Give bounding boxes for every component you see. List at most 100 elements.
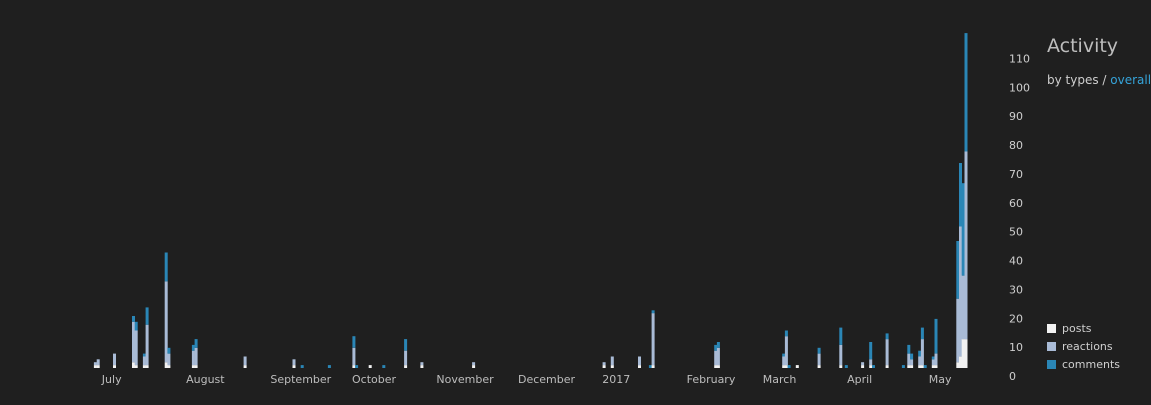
bar-reactions-2017-01-16 xyxy=(651,313,655,366)
legend-item-comments[interactable]: comments xyxy=(1047,355,1120,373)
legend-item-posts[interactable]: posts xyxy=(1047,319,1120,337)
bar-comments-2016-07-09 xyxy=(132,316,135,322)
bar-reactions-2017-05-09 xyxy=(959,226,962,357)
by-types-option[interactable]: by types xyxy=(1047,73,1099,87)
bar-reactions-2016-10-23 xyxy=(420,362,424,366)
overall-link[interactable]: overall xyxy=(1110,73,1151,87)
y-tick-label: 90 xyxy=(1009,110,1023,123)
bar-reactions-2016-07-14 xyxy=(145,324,149,366)
bar-posts-2017-04-24 xyxy=(918,365,922,368)
bar-reactions-2017-02-09 xyxy=(716,347,720,366)
bar-comments-2017-01-16 xyxy=(651,310,655,314)
y-tick-label: 60 xyxy=(1009,197,1023,210)
bar-comments-2016-09-19 xyxy=(327,365,331,368)
bar-reactions-2016-07-10 xyxy=(134,330,138,366)
y-tick-label: 30 xyxy=(1009,283,1023,296)
bar-reactions-2016-08-19 xyxy=(243,356,247,366)
bar-posts-2017-05-08 xyxy=(956,362,960,368)
bar-comments-2016-10-09 xyxy=(382,365,386,368)
y-tick-label: 40 xyxy=(1009,255,1023,268)
bar-comments-2017-03-18 xyxy=(817,347,821,354)
comments-swatch xyxy=(1047,359,1056,369)
bar-reactions-2016-07-13 xyxy=(142,356,146,366)
bar-comments-2017-04-24 xyxy=(918,350,922,357)
bar-comments-2016-07-10 xyxy=(134,321,138,331)
bar-posts-2016-08-19 xyxy=(243,365,247,368)
bar-posts-2016-07-10 xyxy=(134,365,138,368)
bar-comments-2016-07-13 xyxy=(142,353,146,357)
bar-posts-2016-06-26 xyxy=(96,365,100,368)
bar-reactions-2016-07-09 xyxy=(132,321,135,363)
bar-comments-2017-04-07 xyxy=(872,365,875,368)
bar-posts-2017-04-12 xyxy=(885,365,889,368)
x-tick-label: April xyxy=(847,373,872,386)
bar-reactions-2017-04-30 xyxy=(934,353,938,366)
bar-comments-2017-04-20 xyxy=(907,344,911,354)
bar-posts-2017-04-21 xyxy=(910,365,914,368)
bar-reactions-2016-07-21 xyxy=(164,281,168,363)
y-tick-label: 80 xyxy=(1009,139,1023,152)
bar-comments-2016-07-14 xyxy=(145,307,149,325)
bar-posts-2016-07-09 xyxy=(132,362,135,368)
legend-label-posts: posts xyxy=(1062,321,1092,335)
legend-item-reactions[interactable]: reactions xyxy=(1047,337,1120,355)
x-tick-label: October xyxy=(352,373,396,386)
bar-posts-2016-10-23 xyxy=(420,365,424,368)
bar-posts-2016-07-13 xyxy=(142,365,146,368)
bar-comments-2016-09-29 xyxy=(355,365,359,368)
bars-layer xyxy=(93,33,968,368)
bar-reactions-2017-04-25 xyxy=(920,339,924,366)
bar-comments-2016-10-17 xyxy=(404,339,408,351)
activity-chart: 0 10 20 30 40 50 60 70 80 90 100 110 July August Sept… xyxy=(93,33,1030,386)
bar-posts-2017-04-20 xyxy=(907,365,911,368)
bar-reactions-2016-06-26 xyxy=(96,359,100,366)
bar-reactions-2017-03-06 xyxy=(784,336,788,366)
panel-title: Activity xyxy=(1047,35,1119,57)
bar-reactions-2016-09-06 xyxy=(292,359,296,366)
bar-reactions-2017-03-18 xyxy=(817,353,821,366)
bar-comments-2017-03-26 xyxy=(839,327,843,345)
bar-comments-2017-02-08 xyxy=(714,344,718,351)
bar-posts-2016-12-29 xyxy=(602,365,606,368)
bar-reactions-2017-04-03 xyxy=(861,362,865,366)
bar-posts-2017-03-10 xyxy=(795,365,799,368)
bar-posts-2017-03-06 xyxy=(784,365,788,368)
bar-comments-2016-09-09 xyxy=(300,365,304,368)
bar-posts-2017-04-03 xyxy=(861,365,865,368)
legend-label-reactions: reactions xyxy=(1062,339,1113,353)
bar-reactions-2017-04-21 xyxy=(910,359,914,366)
y-tick-label: 10 xyxy=(1009,341,1023,354)
y-tick-label: 70 xyxy=(1009,168,1023,181)
x-axis: July August September October November Decemb… xyxy=(101,373,952,386)
bar-posts-2016-07-22 xyxy=(167,365,171,368)
y-tick-label: 50 xyxy=(1009,226,1023,239)
y-tick-label: 0 xyxy=(1009,370,1016,383)
bar-reactions-2016-10-17 xyxy=(404,350,408,366)
bar-posts-2016-08-01 xyxy=(194,365,198,368)
bar-posts-2017-04-29 xyxy=(931,365,935,368)
bar-reactions-2017-01-11 xyxy=(638,356,641,366)
bar-reactions-2016-09-28 xyxy=(352,347,356,366)
bar-posts-2017-04-30 xyxy=(934,365,938,368)
bar-posts-2016-10-04 xyxy=(368,365,372,368)
bar-posts-2017-05-11 xyxy=(964,339,968,368)
bar-reactions-2016-12-29 xyxy=(602,362,606,366)
bar-reactions-2017-05-10 xyxy=(961,275,965,340)
x-tick-label: November xyxy=(436,373,494,386)
y-tick-label: 110 xyxy=(1009,52,1030,65)
bar-comments-2017-03-05 xyxy=(782,353,786,357)
bar-comments-2017-04-29 xyxy=(931,356,935,360)
bar-reactions-2017-04-12 xyxy=(885,339,889,366)
bar-posts-2017-02-09 xyxy=(716,365,720,368)
x-tick-label: 2017 xyxy=(602,373,630,386)
bar-comments-2017-03-07 xyxy=(787,365,791,368)
bar-posts-2017-01-16 xyxy=(651,365,655,368)
y-tick-label: 20 xyxy=(1009,312,1023,325)
bar-reactions-2017-05-08 xyxy=(956,298,960,363)
bar-comments-2017-01-15 xyxy=(648,365,652,368)
bar-posts-2017-03-18 xyxy=(817,365,821,368)
separator: / xyxy=(1098,73,1111,87)
x-tick-label: March xyxy=(763,373,797,386)
bar-comments-2017-05-11 xyxy=(964,33,968,152)
